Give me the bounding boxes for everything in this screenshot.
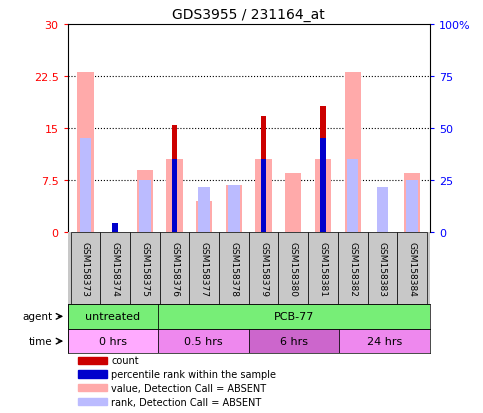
Bar bbox=[68, 304, 158, 329]
Text: untreated: untreated bbox=[85, 311, 141, 322]
FancyBboxPatch shape bbox=[249, 233, 278, 304]
Bar bbox=[347, 160, 358, 233]
FancyBboxPatch shape bbox=[308, 233, 338, 304]
Bar bbox=[228, 185, 240, 233]
Bar bbox=[249, 329, 339, 354]
Bar bbox=[261, 116, 266, 233]
Bar bbox=[113, 224, 118, 233]
Text: GSM158374: GSM158374 bbox=[111, 241, 120, 296]
Bar bbox=[172, 125, 177, 233]
Text: 24 hrs: 24 hrs bbox=[367, 336, 402, 346]
Text: GSM158375: GSM158375 bbox=[141, 241, 149, 296]
Bar bbox=[172, 160, 177, 233]
Bar bbox=[158, 304, 430, 329]
Text: 0.5 hrs: 0.5 hrs bbox=[184, 336, 223, 346]
Bar bbox=[137, 170, 153, 233]
Text: rank, Detection Call = ABSENT: rank, Detection Call = ABSENT bbox=[111, 397, 261, 407]
Bar bbox=[315, 160, 331, 233]
Bar bbox=[320, 139, 326, 233]
Text: agent: agent bbox=[22, 311, 53, 322]
Bar bbox=[166, 160, 183, 233]
FancyBboxPatch shape bbox=[338, 233, 368, 304]
Text: time: time bbox=[29, 336, 53, 346]
Bar bbox=[344, 73, 361, 233]
Bar bbox=[261, 160, 266, 233]
FancyBboxPatch shape bbox=[219, 233, 249, 304]
Bar bbox=[68, 329, 158, 354]
Bar bbox=[226, 185, 242, 233]
Bar bbox=[285, 174, 301, 233]
FancyBboxPatch shape bbox=[368, 233, 397, 304]
Text: percentile rank within the sample: percentile rank within the sample bbox=[111, 369, 276, 379]
Bar bbox=[79, 398, 107, 405]
Bar bbox=[406, 181, 418, 233]
Text: count: count bbox=[111, 355, 139, 365]
Bar bbox=[77, 73, 94, 233]
Text: GSM158382: GSM158382 bbox=[348, 241, 357, 296]
Bar bbox=[256, 160, 272, 233]
Bar bbox=[199, 188, 210, 233]
Text: GSM158381: GSM158381 bbox=[318, 241, 327, 296]
Text: GSM158377: GSM158377 bbox=[199, 241, 209, 296]
Text: value, Detection Call = ABSENT: value, Detection Call = ABSENT bbox=[111, 383, 266, 393]
Bar bbox=[404, 174, 420, 233]
Text: PCB-77: PCB-77 bbox=[274, 311, 314, 322]
FancyBboxPatch shape bbox=[189, 233, 219, 304]
Text: GSM158378: GSM158378 bbox=[229, 241, 239, 296]
Title: GDS3955 / 231164_at: GDS3955 / 231164_at bbox=[172, 8, 325, 22]
Bar bbox=[196, 202, 213, 233]
Text: GSM158376: GSM158376 bbox=[170, 241, 179, 296]
Bar bbox=[320, 107, 326, 233]
Bar bbox=[158, 329, 249, 354]
Bar bbox=[80, 139, 91, 233]
Text: GSM158379: GSM158379 bbox=[259, 241, 268, 296]
FancyBboxPatch shape bbox=[278, 233, 308, 304]
Bar bbox=[79, 370, 107, 377]
FancyBboxPatch shape bbox=[397, 233, 427, 304]
Text: GSM158373: GSM158373 bbox=[81, 241, 90, 296]
Text: 6 hrs: 6 hrs bbox=[280, 336, 308, 346]
Bar bbox=[139, 181, 151, 233]
FancyBboxPatch shape bbox=[160, 233, 189, 304]
Bar bbox=[79, 384, 107, 392]
Bar bbox=[377, 188, 388, 233]
Text: GSM158380: GSM158380 bbox=[289, 241, 298, 296]
FancyBboxPatch shape bbox=[100, 233, 130, 304]
FancyBboxPatch shape bbox=[130, 233, 160, 304]
Text: GSM158383: GSM158383 bbox=[378, 241, 387, 296]
Text: GSM158384: GSM158384 bbox=[408, 241, 416, 296]
FancyBboxPatch shape bbox=[71, 233, 100, 304]
Bar bbox=[79, 357, 107, 364]
Text: 0 hrs: 0 hrs bbox=[99, 336, 127, 346]
Bar bbox=[339, 329, 430, 354]
